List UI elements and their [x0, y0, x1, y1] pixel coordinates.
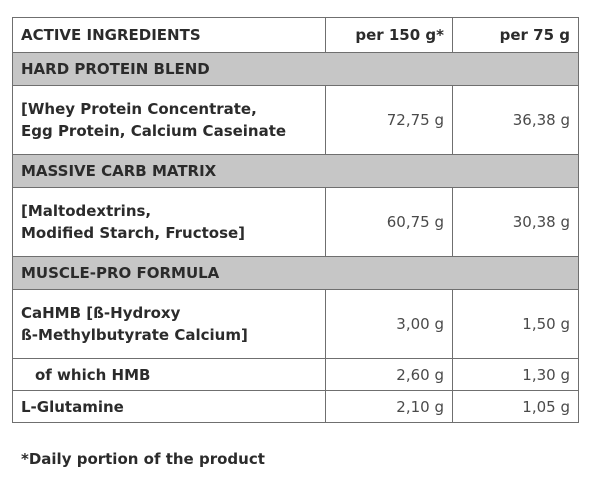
amount-per-150g: 2,60 g — [325, 358, 453, 391]
amount-per-150g: 72,75 g — [325, 85, 453, 155]
ingredient-name-line: ß-Methylbutyrate Calcium] — [21, 326, 248, 344]
section-title: MUSCLE-PRO FORMULA — [12, 256, 579, 290]
amount-per-75g: 36,38 g — [452, 85, 579, 155]
section-title: MASSIVE CARB MATRIX — [12, 154, 579, 188]
section-row-hard-protein-blend: HARD PROTEIN BLEND — [12, 52, 579, 86]
ingredient-name: L-Glutamine — [12, 390, 326, 423]
amount-per-150g: 60,75 g — [325, 187, 453, 257]
amount-per-75g: 1,30 g — [452, 358, 579, 391]
section-row-muscle-pro-formula: MUSCLE-PRO FORMULA — [12, 256, 579, 290]
table-row: L-Glutamine 2,10 g 1,05 g — [12, 390, 579, 423]
amount-per-75g: 30,38 g — [452, 187, 579, 257]
section-row-massive-carb-matrix: MASSIVE CARB MATRIX — [12, 154, 579, 188]
amount-per-75g: 1,50 g — [452, 289, 579, 359]
table-row: CaHMB [ß-Hydroxy ß-Methylbutyrate Calciu… — [12, 289, 579, 359]
amount-per-150g: 3,00 g — [325, 289, 453, 359]
table-header-row: ACTIVE INGREDIENTS per 150 g* per 75 g — [12, 17, 579, 53]
section-title: HARD PROTEIN BLEND — [12, 52, 579, 86]
ingredient-name-line: [Maltodextrins, — [21, 202, 152, 220]
ingredient-name: [Whey Protein Concentrate, Egg Protein, … — [12, 85, 326, 155]
table-row: [Maltodextrins, Modified Starch, Fructos… — [12, 187, 579, 257]
ingredient-name-line: [Whey Protein Concentrate, — [21, 100, 257, 118]
ingredient-name-line: L-Glutamine — [21, 397, 124, 416]
ingredient-name-line: Egg Protein, Calcium Caseinate — [21, 122, 287, 140]
header-per-75g: per 75 g — [452, 17, 579, 53]
ingredient-name-line: CaHMB [ß-Hydroxy — [21, 304, 181, 322]
ingredient-name-line: of which HMB — [35, 365, 151, 384]
ingredients-table: ACTIVE INGREDIENTS per 150 g* per 75 g H… — [12, 17, 579, 423]
header-per-150g: per 150 g* — [325, 17, 453, 53]
ingredient-name: CaHMB [ß-Hydroxy ß-Methylbutyrate Calciu… — [12, 289, 326, 359]
amount-per-75g: 1,05 g — [452, 390, 579, 423]
table-row: [Whey Protein Concentrate, Egg Protein, … — [12, 85, 579, 155]
ingredient-name: [Maltodextrins, Modified Starch, Fructos… — [12, 187, 326, 257]
table-row: of which HMB 2,60 g 1,30 g — [12, 358, 579, 391]
ingredient-name: of which HMB — [12, 358, 326, 391]
amount-per-150g: 2,10 g — [325, 390, 453, 423]
ingredient-name-line: Modified Starch, Fructose] — [21, 224, 246, 242]
header-active-ingredients: ACTIVE INGREDIENTS — [12, 17, 326, 53]
footnote: *Daily portion of the product — [21, 450, 265, 468]
